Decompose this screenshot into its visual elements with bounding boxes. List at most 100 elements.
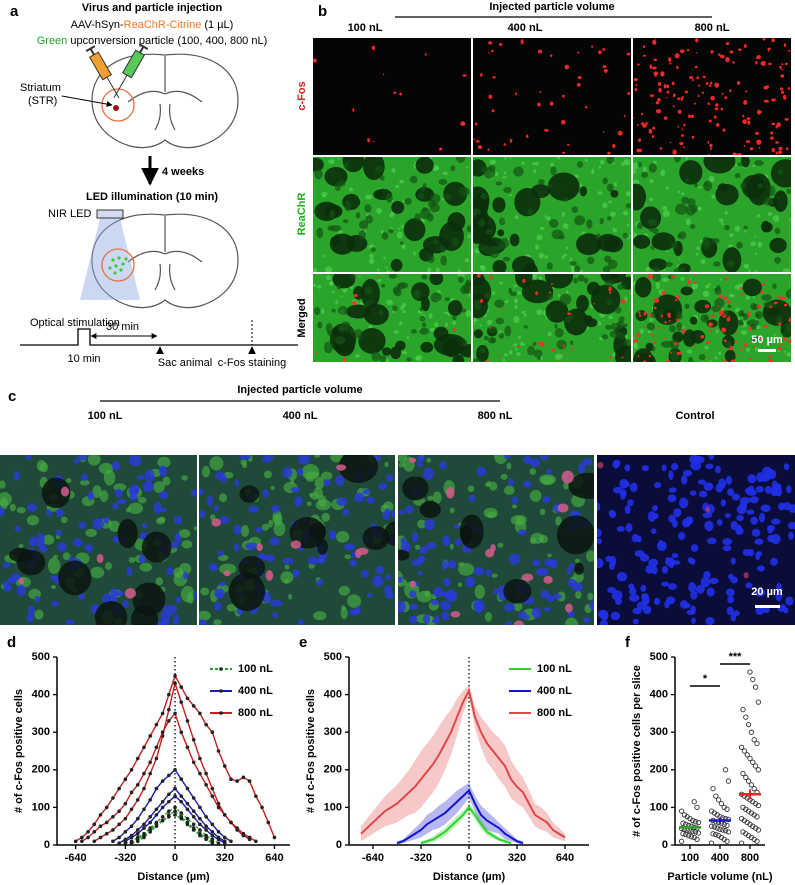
texture-spot	[372, 575, 384, 587]
texture-spot	[535, 291, 539, 296]
texture-spot	[424, 519, 435, 531]
texture-spot	[633, 234, 651, 249]
texture-spot	[439, 461, 448, 470]
texture-spot	[453, 524, 461, 529]
texture-spot	[741, 174, 765, 199]
texture-spot	[395, 184, 400, 189]
texture-spot	[676, 351, 682, 355]
texture-spot	[646, 322, 656, 331]
texture-spot	[78, 521, 86, 529]
texture-spot	[745, 90, 748, 93]
texture-spot	[269, 537, 280, 546]
data-point	[751, 737, 757, 743]
texture-spot	[633, 338, 639, 343]
texture-spot	[774, 256, 781, 264]
texture-spot	[18, 543, 24, 549]
texture-spot	[315, 499, 332, 511]
texture-spot	[547, 314, 552, 320]
texture-spot	[616, 525, 626, 532]
texture-spot	[513, 620, 524, 625]
texture-spot	[628, 583, 635, 589]
texture-spot	[153, 501, 162, 514]
texture-spot	[556, 339, 567, 350]
texture-spot	[623, 481, 630, 488]
texture-spot	[292, 569, 300, 578]
texture-spot	[282, 557, 294, 565]
texture-spot	[445, 322, 448, 327]
data-point	[142, 807, 146, 812]
texture-spot	[598, 50, 602, 55]
texture-spot	[753, 345, 756, 349]
texture-spot	[60, 516, 68, 524]
texture-spot	[473, 208, 481, 215]
texture-spot	[651, 232, 676, 251]
texture-spot	[422, 207, 428, 211]
texture-spot	[704, 304, 710, 309]
texture-spot	[534, 161, 539, 166]
texture-spot	[283, 578, 289, 584]
texture-spot	[352, 108, 355, 112]
texture-spot	[494, 299, 505, 308]
texture-spot	[654, 38, 656, 40]
texture-spot	[473, 567, 485, 576]
texture-spot	[675, 299, 678, 302]
texture-spot	[480, 72, 483, 77]
texture-spot	[708, 322, 714, 327]
texture-spot	[79, 479, 90, 486]
texture-spot	[694, 299, 712, 314]
data-point	[738, 744, 745, 750]
texture-spot	[718, 478, 727, 490]
texture-spot	[757, 241, 763, 248]
texture-spot	[775, 591, 783, 602]
y-axis-label: # of c-Fos positive cells	[13, 689, 25, 813]
texture-spot	[386, 270, 391, 272]
texture-spot	[785, 352, 791, 357]
texture-spot	[603, 68, 608, 73]
texture-spot	[343, 357, 347, 362]
texture-spot	[652, 126, 656, 130]
data-point	[98, 835, 103, 840]
data-point	[185, 696, 190, 701]
texture-spot	[684, 90, 689, 94]
texture-spot	[719, 54, 725, 59]
texture-spot	[705, 284, 710, 289]
data-point	[191, 809, 196, 813]
texture-spot	[538, 341, 542, 345]
texture-spot	[782, 337, 787, 341]
texture-spot	[128, 556, 136, 564]
texture-spot	[756, 110, 762, 114]
texture-spot	[650, 528, 657, 535]
texture-spot	[690, 224, 696, 229]
texture-spot	[715, 184, 739, 206]
texture-spot	[551, 348, 555, 352]
texture-spot	[440, 255, 448, 266]
data-point	[204, 837, 208, 842]
striatum-region	[101, 88, 135, 122]
texture-spot	[323, 479, 331, 487]
texture-spot	[783, 296, 787, 300]
texture-spot	[587, 592, 594, 601]
texture-spot	[648, 128, 653, 134]
texture-spot	[503, 578, 532, 604]
texture-spot	[491, 49, 494, 53]
texture-spot	[680, 134, 684, 137]
texture-spot	[92, 518, 104, 530]
y-tick-label: 100	[32, 801, 50, 813]
texture-spot	[744, 487, 752, 494]
texture-spot	[750, 241, 756, 246]
texture-spot	[720, 107, 724, 111]
texture-spot	[605, 555, 613, 563]
texture-spot	[637, 63, 640, 66]
texture-spot	[316, 227, 324, 239]
texture-spot	[724, 340, 732, 348]
texture-spot	[421, 274, 428, 280]
texture-spot	[488, 481, 498, 491]
texture-spot	[658, 87, 662, 93]
texture-spot	[629, 587, 637, 596]
texture-spot	[543, 575, 553, 584]
texture-spot	[375, 565, 385, 574]
texture-spot	[538, 276, 543, 281]
texture-spot	[708, 84, 712, 87]
texture-spot	[676, 318, 680, 322]
texture-spot	[574, 562, 584, 575]
